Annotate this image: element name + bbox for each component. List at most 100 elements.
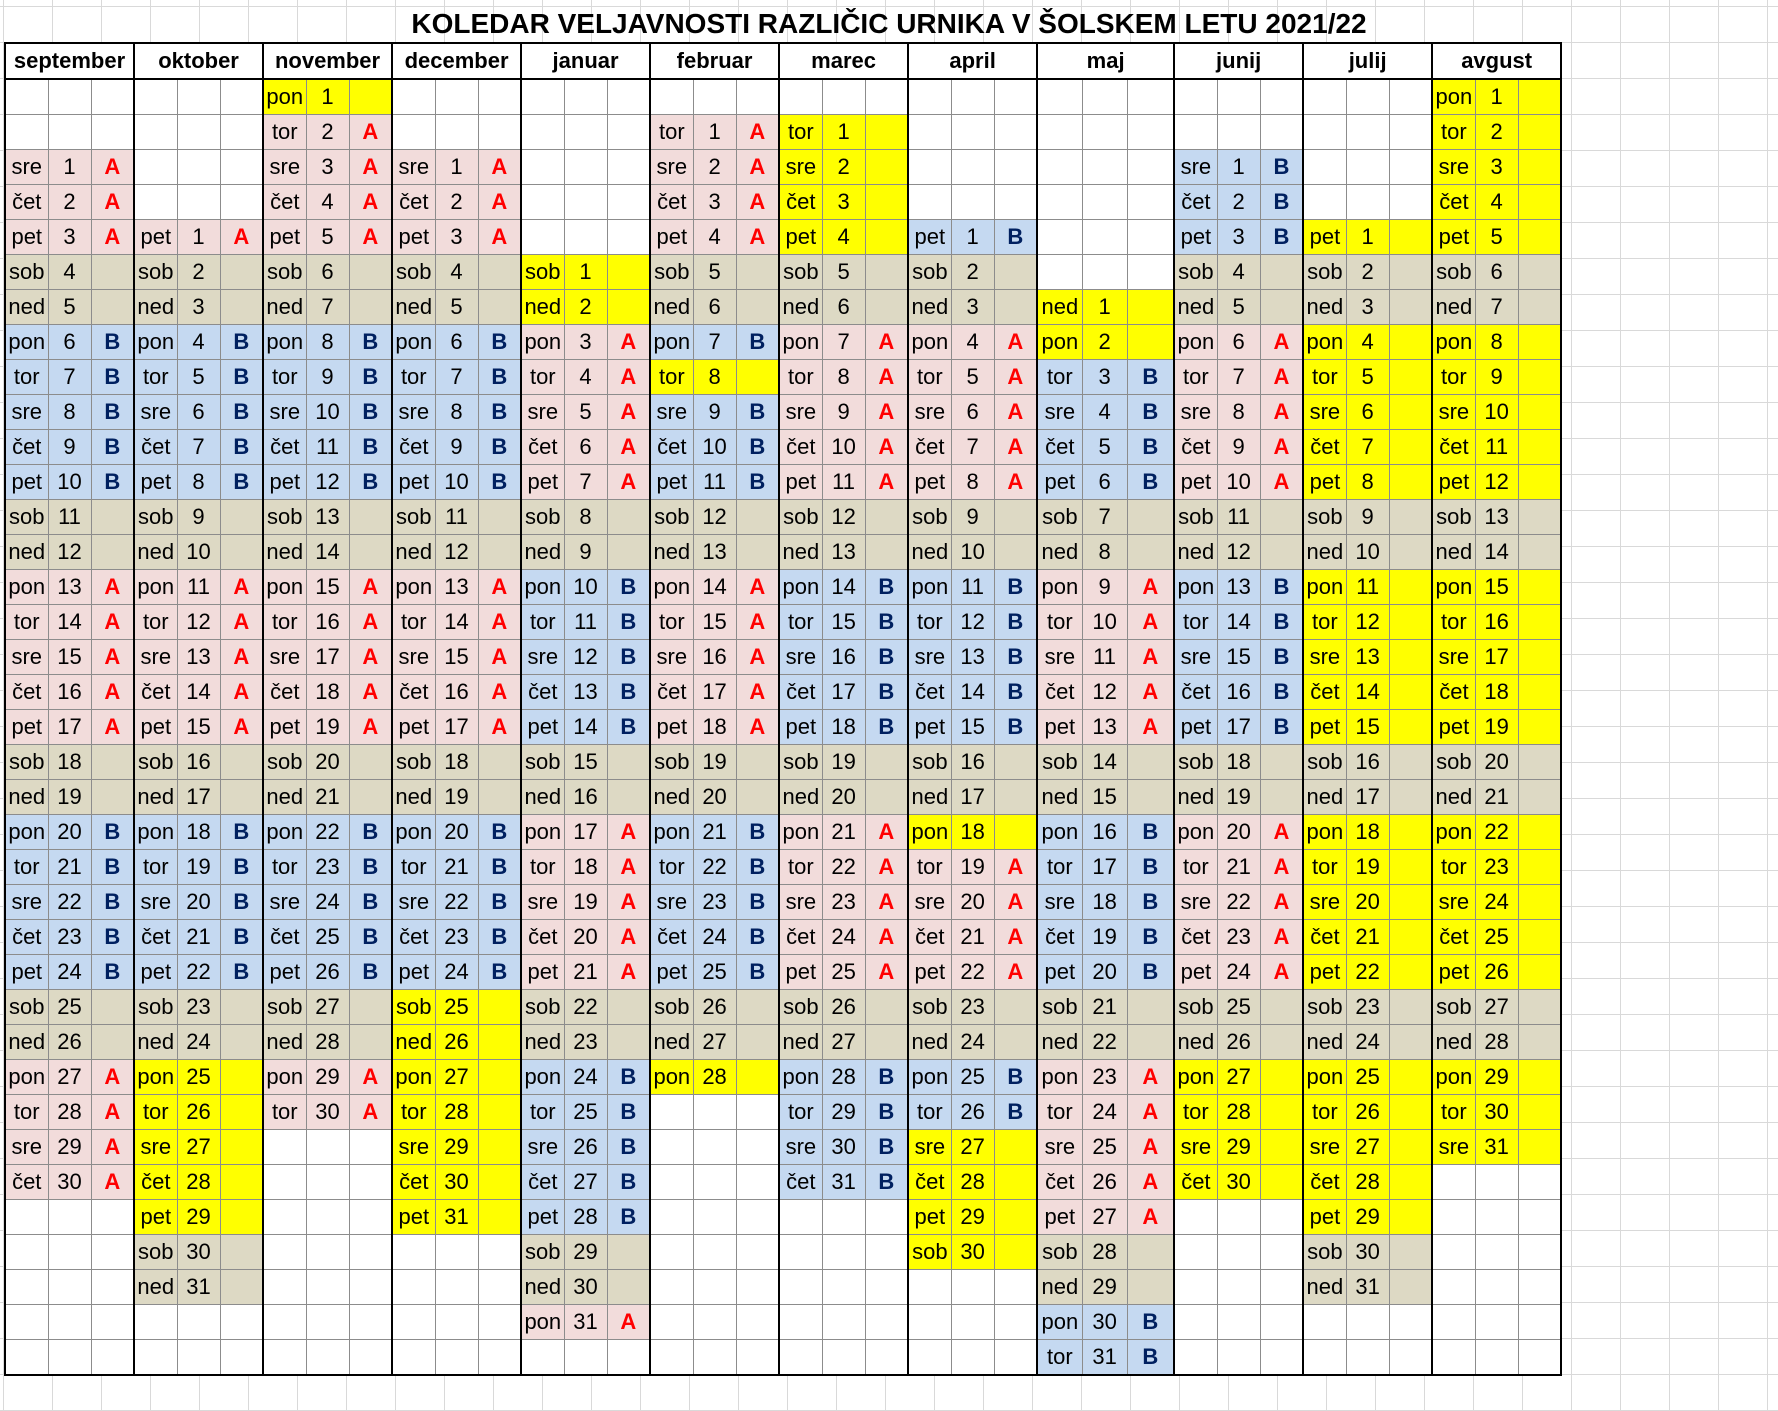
day-number-cell: 15 xyxy=(176,709,221,745)
weekday-cell: ned xyxy=(4,1024,49,1060)
day-number-cell: 28 xyxy=(434,1094,479,1130)
day-number-cell: 7 xyxy=(692,324,737,360)
schedule-version-cell: B xyxy=(735,324,780,360)
schedule-version-cell: A xyxy=(993,849,1038,885)
schedule-version-cell xyxy=(1259,1094,1304,1130)
calendar-row: ned 31 ned 30 ned 29 ned 31 xyxy=(4,1269,1563,1305)
empty-cell xyxy=(778,1269,823,1305)
empty-cell xyxy=(477,1234,522,1270)
schedule-version-cell xyxy=(1388,289,1433,325)
weekday-cell: tor xyxy=(391,604,436,640)
weekday-cell: ned xyxy=(133,534,178,570)
weekday-cell: sre xyxy=(4,394,49,430)
empty-cell xyxy=(1036,184,1083,220)
weekday-cell: pon xyxy=(1302,814,1347,850)
schedule-version-cell xyxy=(735,499,780,535)
weekday-cell: sre xyxy=(907,1129,952,1165)
empty-cell xyxy=(864,1339,909,1376)
weekday-cell: sre xyxy=(133,394,178,430)
empty-cell xyxy=(1388,184,1433,220)
weekday-cell: čet xyxy=(649,184,694,220)
schedule-version-cell: A xyxy=(348,604,393,640)
weekday-cell: čet xyxy=(520,429,565,465)
weekday-cell: pet xyxy=(1173,709,1218,745)
empty-cell xyxy=(90,1199,135,1235)
weekday-cell: pet xyxy=(133,1199,178,1235)
weekday-cell: čet xyxy=(1302,674,1347,710)
schedule-version-cell xyxy=(477,779,522,815)
schedule-version-cell: A xyxy=(864,954,909,990)
schedule-version-cell xyxy=(477,1094,522,1130)
schedule-version-cell: A xyxy=(735,569,780,605)
weekday-cell: pet xyxy=(1302,1199,1347,1235)
month-header-februar: februar xyxy=(649,42,781,80)
weekday-cell: pet xyxy=(391,954,436,990)
weekday-cell: sob xyxy=(1036,989,1083,1025)
weekday-cell: tor xyxy=(1173,849,1218,885)
day-number-cell: 25 xyxy=(47,989,92,1025)
day-number-cell: 23 xyxy=(1345,989,1390,1025)
empty-cell xyxy=(1216,1269,1261,1305)
day-number-cell: 24 xyxy=(1216,954,1261,990)
schedule-version-cell xyxy=(606,1234,651,1270)
day-number-cell: 24 xyxy=(305,884,350,920)
weekday-cell: ned xyxy=(1036,1269,1083,1305)
schedule-version-cell xyxy=(1517,78,1563,115)
weekday-cell: ned xyxy=(1302,779,1347,815)
weekday-cell: tor xyxy=(520,1094,565,1130)
schedule-version-cell: B xyxy=(219,954,264,990)
weekday-cell: sob xyxy=(778,499,823,535)
weekday-cell: tor xyxy=(1431,1094,1476,1130)
schedule-version-cell: B xyxy=(90,464,135,500)
empty-cell xyxy=(1517,1339,1563,1376)
empty-cell xyxy=(563,114,608,150)
weekday-cell: tor xyxy=(778,114,823,150)
weekday-cell: pon xyxy=(4,1059,49,1095)
weekday-cell: pon xyxy=(4,324,49,360)
weekday-cell: sre xyxy=(778,149,823,185)
schedule-version-cell: B xyxy=(348,814,393,850)
weekday-cell: pon xyxy=(778,1059,823,1095)
day-number-cell: 19 xyxy=(305,709,350,745)
empty-cell xyxy=(348,1129,393,1165)
schedule-version-cell xyxy=(864,1024,909,1060)
weekday-cell: čet xyxy=(520,919,565,955)
day-number-cell: 8 xyxy=(1474,324,1519,360)
day-number-cell: 7 xyxy=(1216,359,1261,395)
weekday-cell: pet xyxy=(391,464,436,500)
weekday-cell: čet xyxy=(1036,919,1083,955)
schedule-version-cell xyxy=(1126,289,1175,325)
day-number-cell: 17 xyxy=(1474,639,1519,675)
schedule-version-cell xyxy=(1517,1094,1563,1130)
schedule-version-cell xyxy=(1259,1059,1304,1095)
schedule-version-cell: A xyxy=(735,639,780,675)
schedule-version-cell xyxy=(1388,604,1433,640)
empty-cell xyxy=(1126,149,1175,185)
empty-cell xyxy=(391,1339,436,1376)
day-number-cell: 2 xyxy=(692,149,737,185)
empty-cell xyxy=(649,78,694,115)
weekday-cell: tor xyxy=(133,849,178,885)
day-number-cell: 20 xyxy=(305,744,350,780)
weekday-cell: čet xyxy=(1431,674,1476,710)
schedule-version-cell: A xyxy=(735,709,780,745)
schedule-version-cell xyxy=(1517,114,1563,150)
day-number-cell: 2 xyxy=(1345,254,1390,290)
day-number-cell: 6 xyxy=(434,324,479,360)
weekday-cell: pet xyxy=(778,464,823,500)
weekday-cell: pet xyxy=(1431,954,1476,990)
empty-cell xyxy=(1081,219,1128,255)
weekday-cell: ned xyxy=(1173,289,1218,325)
weekday-cell: sre xyxy=(1173,149,1218,185)
weekday-cell: sre xyxy=(907,394,952,430)
day-number-cell: 29 xyxy=(176,1199,221,1235)
calendar-row: sob 18 sob 16 sob 20 sob 18 sob 15 sob 19 sob 19 sob 16… xyxy=(4,744,1563,780)
weekday-cell: pon xyxy=(133,1059,178,1095)
schedule-version-cell xyxy=(1517,849,1563,885)
empty-cell xyxy=(1173,1269,1218,1305)
weekday-cell: čet xyxy=(907,1164,952,1200)
schedule-version-cell xyxy=(606,989,651,1025)
weekday-cell: ned xyxy=(1036,289,1083,325)
